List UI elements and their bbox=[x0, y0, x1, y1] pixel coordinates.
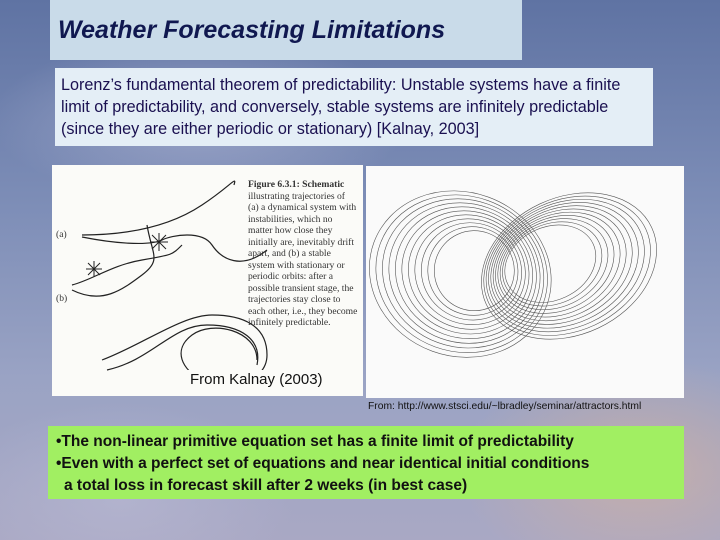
caption-line: trajectories stay close to bbox=[248, 294, 341, 305]
caption-line: possible transient stage, the bbox=[248, 282, 354, 294]
attractor-loop bbox=[427, 226, 519, 316]
attractor-loop bbox=[414, 218, 526, 325]
bullet: a total loss in forecast skill after 2 w… bbox=[64, 477, 468, 494]
caption-line: infinitely predictable. bbox=[248, 317, 331, 328]
bullet-box: •The non-linear primitive equation set h… bbox=[48, 426, 684, 499]
caption-line: (a) a dynamical system with bbox=[248, 202, 357, 213]
caption-line: initially are, inevitably drift bbox=[248, 236, 355, 248]
caption-line: system with stationary or bbox=[248, 259, 345, 271]
attractor-loop bbox=[483, 195, 651, 336]
attractor-loop bbox=[382, 198, 545, 349]
figure-credit: From: http://www.stsci.edu/~lbradley/sem… bbox=[368, 401, 642, 412]
attractor-loop bbox=[481, 192, 657, 340]
attractor-loop bbox=[421, 222, 522, 321]
intro-text: Lorenz’s fundamental theorem of predicta… bbox=[55, 68, 653, 146]
attractor-loop bbox=[395, 206, 537, 339]
attractor-loop bbox=[495, 211, 621, 318]
title-box: Weather Forecasting Limitations bbox=[50, 0, 522, 60]
bullet-list: •The non-linear primitive equation set h… bbox=[56, 431, 676, 497]
caption-line: periodic orbits: after a bbox=[248, 271, 333, 282]
attractor-loop bbox=[497, 215, 615, 314]
caption-line: Figure 6.3.1: Schematic bbox=[248, 179, 345, 190]
attractor-loop bbox=[485, 198, 645, 333]
figure-credit: From Kalnay (2003) bbox=[186, 370, 327, 389]
title: Weather Forecasting Limitations bbox=[58, 16, 446, 44]
attractor-loop bbox=[502, 221, 603, 307]
bullet: •The non-linear primitive equation set h… bbox=[56, 433, 574, 450]
attractor-loop bbox=[375, 194, 548, 353]
attractor-loop bbox=[401, 210, 534, 335]
attractor-loop bbox=[433, 230, 515, 311]
caption-line: each other, i.e., they become bbox=[248, 305, 358, 317]
attractor-loop bbox=[492, 208, 627, 322]
caption-line: instabilities, which no bbox=[248, 213, 333, 225]
attractor-loop bbox=[388, 202, 541, 344]
attractor-loop bbox=[490, 205, 633, 325]
attractor-loop bbox=[488, 202, 639, 329]
attractor-loop bbox=[499, 218, 609, 311]
bullet: •Even with a perfect set of equations an… bbox=[56, 455, 590, 472]
attractor-loop bbox=[369, 190, 552, 358]
caption-line: illustrating trajectories of bbox=[248, 190, 345, 202]
caption-line: apart, and (b) a stable bbox=[248, 248, 331, 259]
attractor-loop bbox=[408, 214, 530, 330]
lorenz-attractor bbox=[369, 190, 657, 358]
figure-left: (a) (b) Figure 6.3.1: Schematic illustrat… bbox=[52, 165, 363, 396]
figure-right bbox=[366, 166, 684, 398]
label-a: (a) bbox=[56, 229, 67, 240]
attractor-loop bbox=[504, 224, 597, 303]
caption-line: matter how close they bbox=[248, 225, 333, 236]
label-b: (b) bbox=[56, 293, 68, 304]
